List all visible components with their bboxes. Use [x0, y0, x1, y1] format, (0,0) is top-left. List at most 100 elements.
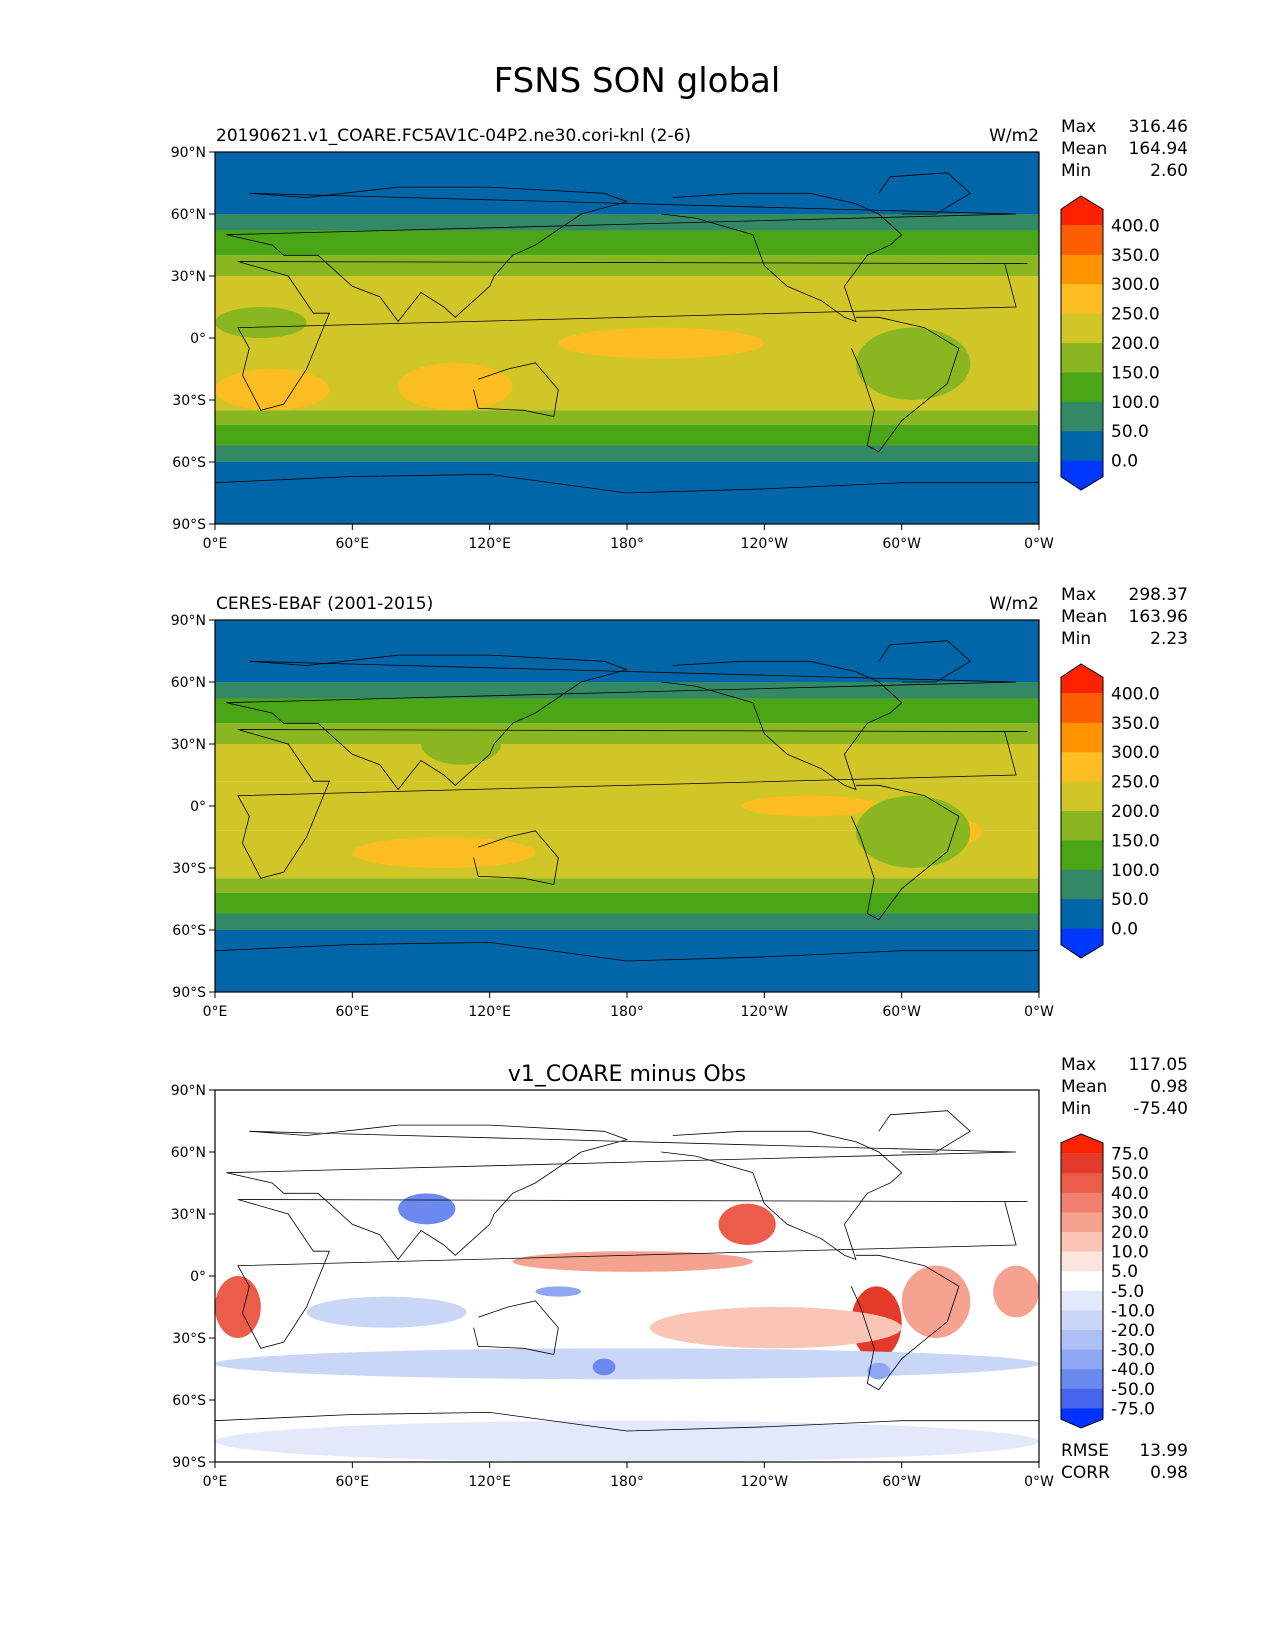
- stat-label: Max: [1061, 585, 1096, 605]
- colorbar-swatch: [1061, 1369, 1103, 1390]
- x-tick-label: 0°W: [1024, 536, 1054, 552]
- x-tick-label: 0°E: [203, 536, 228, 552]
- colorbar-swatch: [1061, 1290, 1103, 1311]
- stat-label: Mean: [1061, 139, 1107, 159]
- colorbar-swatch: [1061, 1192, 1103, 1213]
- x-tick-label: 0°E: [203, 1474, 228, 1490]
- field-band: [215, 214, 1039, 231]
- colorbar-label: 250.0: [1111, 773, 1160, 793]
- colorbar-label: 100.0: [1111, 393, 1160, 413]
- colorbar-label: 75.0: [1111, 1145, 1149, 1165]
- colorbar-label: -5.0: [1111, 1282, 1144, 1302]
- colorbar-label: 20.0: [1111, 1223, 1149, 1243]
- colorbar-swatch: [1061, 693, 1103, 724]
- colorbar-swatch: [1061, 1153, 1103, 1174]
- colorbar-swatch: [1061, 372, 1103, 403]
- coastline: [473, 362, 559, 417]
- colorbar-label: 50.0: [1111, 1164, 1149, 1184]
- y-tick-label: 90°S: [172, 985, 206, 1001]
- panel-title: 20190621.v1_COARE.FC5AV1C-04P2.ne30.cori…: [216, 126, 691, 146]
- colorbar-label: 0.0: [1111, 452, 1138, 472]
- y-tick-label: 30°S: [172, 861, 206, 877]
- coastline: [661, 192, 903, 323]
- metric-value: 0.98: [1150, 1463, 1188, 1483]
- field-band: [215, 698, 1039, 724]
- coastline: [850, 316, 960, 453]
- colorbar-swatch: [1061, 1271, 1103, 1292]
- field-patch: [352, 837, 536, 868]
- colorbar-swatch: [1061, 899, 1103, 930]
- colorbar-label: 150.0: [1111, 363, 1160, 383]
- field-band: [215, 445, 1039, 462]
- y-tick-label: 90°S: [172, 517, 206, 533]
- metric-label: CORR: [1061, 1463, 1110, 1483]
- colorbar-label: -30.0: [1111, 1341, 1155, 1361]
- colorbar-swatch: [1061, 1212, 1103, 1233]
- coastline: [850, 784, 960, 921]
- colorbar-swatch: [1061, 401, 1103, 432]
- colorbar-label: 300.0: [1111, 275, 1160, 295]
- coastline: [473, 1300, 559, 1355]
- field-patch: [649, 1307, 902, 1349]
- stat-value: 164.94: [1129, 139, 1188, 159]
- colorbar-label: -50.0: [1111, 1380, 1155, 1400]
- y-tick-label: 60°S: [172, 923, 206, 939]
- field-patch: [215, 369, 330, 411]
- field-band: [215, 723, 1039, 744]
- field-band: [215, 620, 1039, 682]
- stat-label: Min: [1061, 161, 1091, 181]
- colorbar-swatch: [1061, 752, 1103, 783]
- panel-units: W/m2: [989, 594, 1039, 614]
- coastline: [850, 1254, 960, 1391]
- colorbar-swatch: [1061, 1173, 1103, 1194]
- field-band: [215, 230, 1039, 256]
- field-band: [215, 424, 1039, 446]
- colorbar-swatch: [1061, 1330, 1103, 1351]
- colorbar-swatch: [1061, 1232, 1103, 1253]
- x-tick-label: 0°E: [203, 1004, 228, 1020]
- stat-label: Max: [1061, 117, 1096, 137]
- x-tick-label: 120°W: [741, 1004, 789, 1020]
- field-patch: [398, 362, 513, 411]
- coastline: [878, 640, 971, 683]
- y-tick-label: 30°N: [171, 269, 206, 285]
- colorbar-label: 400.0: [1111, 216, 1160, 236]
- colorbar-swatch: [1061, 869, 1103, 900]
- colorbar-label: -40.0: [1111, 1360, 1155, 1380]
- coastline: [237, 261, 1028, 411]
- colorbar-label: -75.0: [1111, 1399, 1155, 1419]
- colorbar-label: 350.0: [1111, 714, 1160, 734]
- stat-value: 0.98: [1150, 1077, 1188, 1097]
- colorbar-outline: [1060, 663, 1104, 959]
- stat-value: -75.40: [1133, 1099, 1188, 1119]
- field-patch: [993, 1265, 1039, 1318]
- field-patch: [592, 1358, 616, 1376]
- y-tick-label: 30°N: [171, 737, 206, 753]
- colorbar-swatch: [1061, 781, 1103, 812]
- stat-value: 2.23: [1150, 629, 1188, 649]
- colorbar-label: 10.0: [1111, 1243, 1149, 1263]
- colorbar-label: 400.0: [1111, 684, 1160, 704]
- stat-value: 298.37: [1129, 585, 1188, 605]
- coastline: [237, 1199, 1028, 1349]
- colorbar-label: 0.0: [1111, 920, 1138, 940]
- stat-value: 316.46: [1129, 117, 1188, 137]
- figure-title: FSNS SON global: [494, 61, 781, 101]
- coastline: [215, 941, 1039, 962]
- y-tick-label: 0°: [190, 331, 206, 347]
- panel-title: CERES-EBAF (2001-2015): [216, 594, 433, 614]
- x-tick-label: 120°E: [468, 1474, 511, 1490]
- panel-title: v1_COARE minus Obs: [508, 1062, 746, 1087]
- field-patch: [306, 1296, 467, 1328]
- map-field: [215, 152, 1039, 524]
- y-tick-label: 60°N: [171, 1145, 206, 1161]
- field-patch: [855, 327, 971, 401]
- colorbar-outline: [1060, 195, 1104, 491]
- y-tick-label: 90°S: [172, 1455, 206, 1471]
- field-patch: [867, 1362, 891, 1380]
- coastline: [215, 473, 1039, 494]
- field-patch: [512, 1251, 753, 1272]
- colorbar-label: 200.0: [1111, 334, 1160, 354]
- chart-panel-difference: v1_COARE minus Obs 90°N 60°N 30°N 0° 30°S 60°S…: [171, 1055, 1188, 1490]
- x-tick-label: 0°W: [1024, 1004, 1054, 1020]
